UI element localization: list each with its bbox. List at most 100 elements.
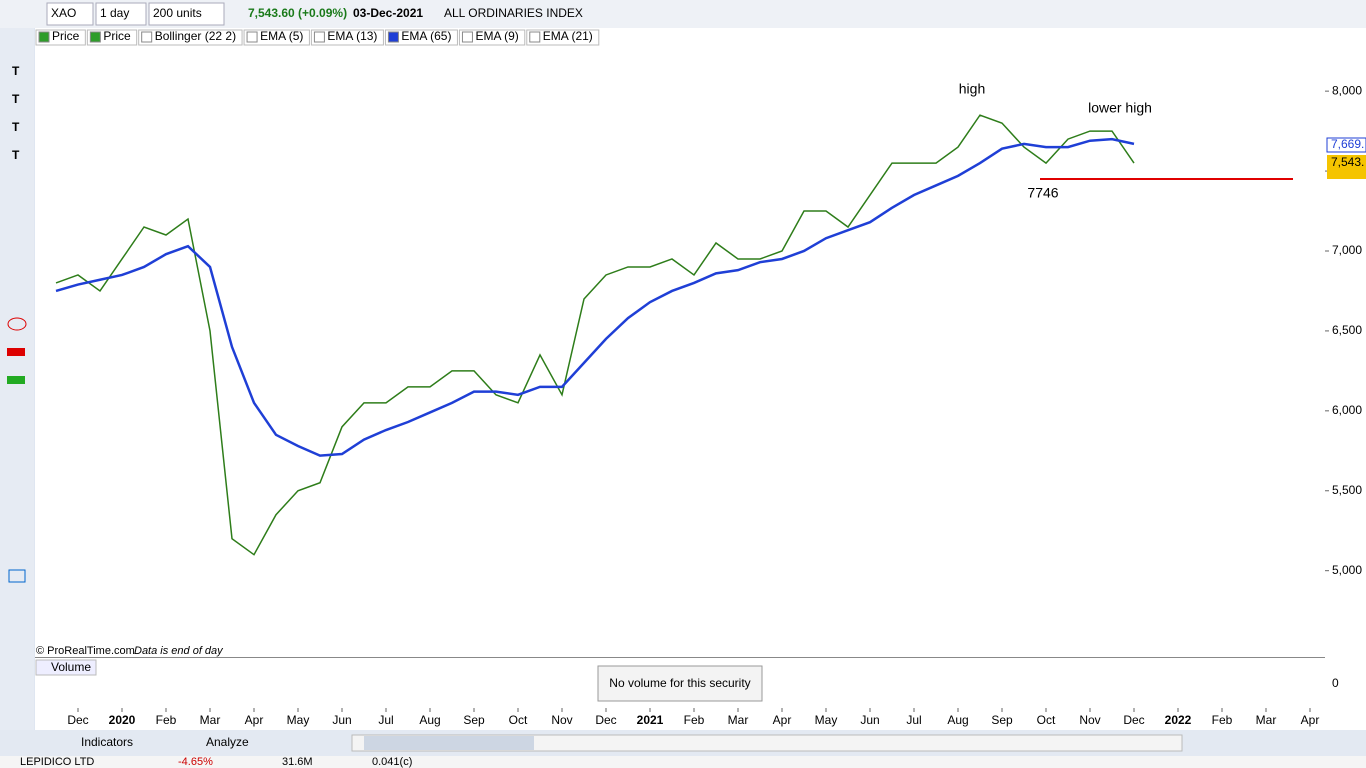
x-tick-label: 2021 <box>637 713 664 727</box>
ticker-row <box>0 756 1366 768</box>
drawing-tools[interactable]: T T T T <box>7 64 27 583</box>
analyze-button[interactable]: Analyze <box>206 735 249 749</box>
period: 1 day <box>100 6 129 20</box>
ema-line <box>55 137 1135 457</box>
ticker-name: LEPIDICO LTD <box>20 756 94 768</box>
x-tick-label: Mar <box>728 713 749 727</box>
legend-box <box>35 29 86 46</box>
legend-label[interactable]: EMA (13) <box>327 29 377 43</box>
x-tick-label: May <box>815 713 838 727</box>
x-tick-label: Apr <box>773 713 792 727</box>
x-tick-label: Sep <box>463 713 485 727</box>
last-price-label: 7,543. <box>1331 155 1364 169</box>
indicators-button[interactable]: Indicators <box>81 735 133 749</box>
price-line <box>55 114 1135 556</box>
x-tick-label: Jul <box>378 713 393 727</box>
tool-icon[interactable]: T <box>12 148 20 162</box>
x-tick-label: Feb <box>684 713 705 727</box>
tool-icon[interactable]: T <box>12 64 20 78</box>
scroll-thumb[interactable] <box>364 736 534 750</box>
tool-icon[interactable]: T <box>12 120 20 134</box>
annotation: lower high <box>1088 100 1152 116</box>
x-tick-label: Jun <box>332 713 351 727</box>
x-tick-label: Oct <box>509 713 528 727</box>
x-tick-label: 2022 <box>1165 713 1192 727</box>
y-tick-label: 8,000 <box>1332 83 1362 97</box>
legend-swatch <box>246 31 258 43</box>
volume-title: Volume <box>51 660 91 674</box>
x-tick-label: Aug <box>947 713 968 727</box>
ticker-price: 0.041(c) <box>372 756 412 768</box>
volume-tick: 0 <box>1332 676 1339 690</box>
annotation: 7746 <box>1027 185 1058 201</box>
legend-label[interactable]: EMA (9) <box>475 29 518 43</box>
period-box[interactable] <box>95 2 147 26</box>
last-ema-label: 7,669. <box>1331 137 1364 151</box>
annotation: high <box>959 81 985 97</box>
right-axis <box>1325 28 1366 708</box>
x-tick-label: Dec <box>67 713 88 727</box>
legend-box <box>310 29 384 46</box>
x-tick-label: Jul <box>906 713 921 727</box>
quote: 7,543.60 (+0.09%) <box>248 6 347 20</box>
legend-box <box>86 29 138 46</box>
x-tick-label: Jun <box>860 713 879 727</box>
tool-icon[interactable] <box>8 569 26 583</box>
x-tick-label: Dec <box>1123 713 1144 727</box>
volume-message-box <box>597 665 763 702</box>
x-tick-label: Mar <box>1256 713 1277 727</box>
legend-swatch <box>387 31 399 43</box>
x-axis <box>35 708 1366 730</box>
price-pane <box>35 28 1325 657</box>
units: 200 units <box>153 6 202 20</box>
x-tick-label: 2020 <box>109 713 136 727</box>
x-tick-label: Nov <box>1079 713 1100 727</box>
legend-box <box>243 29 310 46</box>
date: 03-Dec-2021 <box>353 6 423 20</box>
tool-icon[interactable] <box>7 317 27 331</box>
indicator-legend: Price Price Bollinger (22 2) EMA (5) EMA (13… <box>35 29 600 46</box>
legend-label[interactable]: EMA (65) <box>401 29 451 43</box>
legend-swatch <box>89 31 101 43</box>
legend-swatch <box>461 31 473 43</box>
legend-label[interactable]: Price <box>52 29 80 43</box>
volume-message: No volume for this security <box>609 676 750 690</box>
units-box[interactable] <box>148 2 225 26</box>
legend-swatch <box>529 31 541 43</box>
legend-swatch <box>141 31 153 43</box>
legend-box <box>384 29 458 46</box>
legend-box <box>458 29 526 46</box>
legend-swatch <box>38 31 50 43</box>
legend-box <box>138 29 243 46</box>
tool-icon[interactable]: T <box>12 92 20 106</box>
x-tick-label: Apr <box>1301 713 1320 727</box>
ticker-volume: 31.6M <box>282 756 313 768</box>
legend-label[interactable]: EMA (21) <box>543 29 593 43</box>
y-tick-label: 6,500 <box>1332 323 1362 337</box>
x-tick-label: Mar <box>200 713 221 727</box>
symbol-box[interactable] <box>46 2 94 26</box>
legend-label[interactable]: EMA (5) <box>260 29 303 43</box>
x-tick-label: Aug <box>419 713 440 727</box>
legend-label[interactable]: Bollinger (22 2) <box>155 29 236 43</box>
volume-label-box <box>35 659 97 676</box>
scrollbar[interactable] <box>351 734 1183 752</box>
y-tick-label: 5,000 <box>1332 563 1362 577</box>
y-tick-label: 6,000 <box>1332 403 1362 417</box>
x-tick-label: Nov <box>551 713 572 727</box>
tool-icon[interactable] <box>7 376 25 384</box>
tool-icon[interactable] <box>7 348 25 356</box>
symbol: XAO <box>51 6 76 20</box>
footer-copyright: © ProRealTime.com <box>36 645 135 657</box>
legend-label[interactable]: Price <box>103 29 131 43</box>
footer-note: Data is end of day <box>134 645 224 657</box>
legend-swatch <box>313 31 325 43</box>
index-name: ALL ORDINARIES INDEX <box>444 6 583 20</box>
x-tick-label: Feb <box>156 713 177 727</box>
last-ema-box <box>1326 137 1366 153</box>
y-tick-label: 7,000 <box>1332 243 1362 257</box>
legend-box <box>526 29 600 46</box>
top-toolbar <box>0 0 1366 28</box>
y-tick-label: 5,500 <box>1332 483 1362 497</box>
